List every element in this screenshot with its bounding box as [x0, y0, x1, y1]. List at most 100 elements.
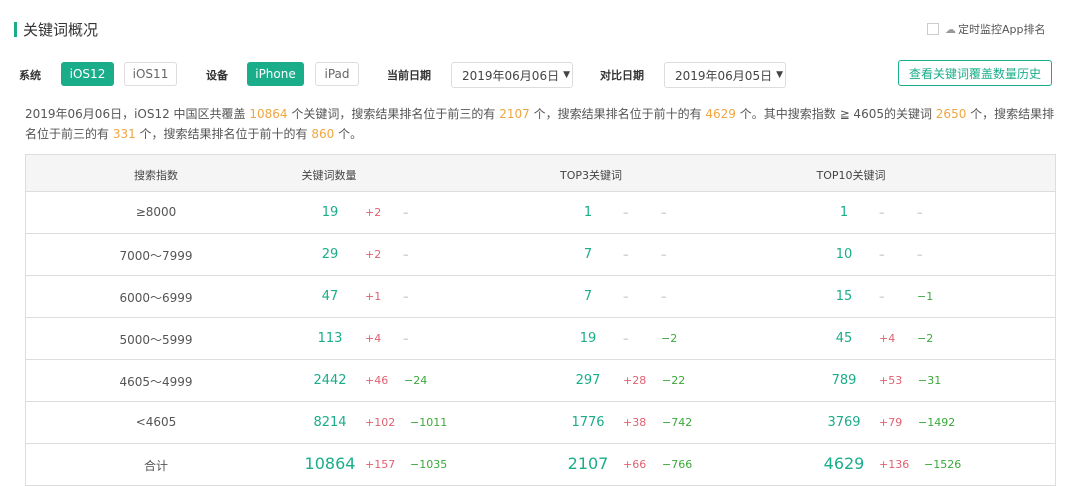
compare-date-value: 2019年06月05日	[675, 68, 773, 83]
top10-decrease: –	[917, 248, 923, 261]
top3-increase: –	[623, 206, 629, 219]
system-label: 系统	[19, 69, 41, 82]
top3-value: 19	[579, 331, 597, 346]
kw-increase: +102	[365, 416, 396, 429]
system-ios12-button[interactable]: iOS12	[61, 62, 114, 86]
table-row: 7000～7999 29 +2 – 7 – – 10 – –	[26, 234, 1055, 276]
table-row: 4605～4999 2442 +46 −24 297 +28 −22 789 +53 −31	[26, 360, 1055, 402]
kw-value: 19	[321, 205, 339, 220]
compare-date-select[interactable]: 2019年06月05日 ▼	[664, 62, 786, 88]
col-top10: TOP10关键词	[816, 169, 886, 182]
top10-decrease: −1526	[924, 458, 962, 471]
top3-value: 1	[583, 205, 593, 220]
top10-increase: +136	[879, 458, 910, 471]
kw-increase: +157	[365, 458, 396, 471]
current-date-label: 当前日期	[387, 69, 431, 82]
top10-value: 789	[831, 373, 857, 388]
kw-value: 113	[317, 331, 343, 346]
search-index-range: 4605～4999	[119, 375, 193, 389]
system-ios11-button[interactable]: iOS11	[124, 62, 177, 86]
top3-value: 1776	[571, 415, 605, 430]
monitor-toggle[interactable]: ☁ 定时监控App排名	[927, 21, 1046, 37]
table-row: ≥8000 19 +2 – 1 – – 1 – –	[26, 192, 1055, 234]
kw-decrease: –	[403, 290, 409, 303]
top10-increase: –	[879, 248, 885, 261]
kw-value: 47	[321, 289, 339, 304]
search-index-range: 6000～6999	[119, 291, 193, 305]
top3-decrease: –	[661, 248, 667, 261]
top3-value: 7	[583, 247, 593, 262]
kw-decrease: –	[403, 206, 409, 219]
top3-decrease: −22	[662, 374, 686, 387]
caret-down-icon: ▼	[563, 70, 571, 80]
top10-decrease: −31	[918, 374, 942, 387]
monitor-label: 定时监控App排名	[958, 23, 1046, 36]
title-accent-bar	[14, 22, 17, 37]
caret-down-icon: ▼	[776, 70, 784, 80]
summary-text: 2019年06月06日，iOS12 中国区共覆盖 10864 个关键词，搜索结果…	[25, 107, 1055, 141]
table-header: 搜索指数 关键词数量 TOP3关键词 TOP10关键词	[26, 155, 1055, 192]
kw-value: 10864	[304, 454, 356, 473]
top3-decrease: −766	[662, 458, 693, 471]
kw-value: 29	[321, 247, 339, 262]
top10-decrease: −2	[917, 332, 934, 345]
top3-increase: –	[623, 332, 629, 345]
col-search-index: 搜索指数	[134, 169, 178, 182]
current-date-value: 2019年06月06日	[462, 68, 560, 83]
kw-increase: +2	[365, 206, 382, 219]
top3-decrease: −2	[661, 332, 678, 345]
top3-increase: +38	[623, 416, 647, 429]
kw-increase: +4	[365, 332, 382, 345]
top3-decrease: –	[661, 206, 667, 219]
search-index-range: 7000～7999	[119, 249, 193, 263]
top10-increase: –	[879, 290, 885, 303]
top10-increase: –	[879, 206, 885, 219]
kw-decrease: −1035	[410, 458, 448, 471]
top10-value: 3769	[827, 415, 861, 430]
top10-increase: +4	[879, 332, 896, 345]
table-row: 合计 10864 +157 −1035 2107 +66 −766 4629 +136 −1526	[26, 444, 1055, 486]
top10-decrease: −1492	[918, 416, 956, 429]
top3-value: 2107	[567, 454, 609, 473]
top3-decrease: –	[661, 290, 667, 303]
kw-decrease: −24	[404, 374, 428, 387]
kw-increase: +46	[365, 374, 389, 387]
top3-value: 7	[583, 289, 593, 304]
top10-value: 10	[835, 247, 853, 262]
top3-increase: +28	[623, 374, 647, 387]
kw-increase: +2	[365, 248, 382, 261]
top3-increase: –	[623, 248, 629, 261]
kw-decrease: –	[403, 248, 409, 261]
top3-value: 297	[575, 373, 601, 388]
wechat-icon: ☁	[945, 22, 956, 36]
table-row: <4605 8214 +102 −1011 1776 +38 −742 3769 +79 −149…	[26, 402, 1055, 444]
top10-increase: +53	[879, 374, 903, 387]
kw-decrease: –	[403, 332, 409, 345]
section-title: 关键词概况	[14, 19, 98, 40]
top3-decrease: −742	[662, 416, 693, 429]
top10-increase: +79	[879, 416, 903, 429]
monitor-checkbox[interactable]	[927, 23, 939, 35]
top10-decrease: –	[917, 206, 923, 219]
kw-increase: +1	[365, 290, 382, 303]
compare-date-label: 对比日期	[600, 69, 644, 82]
col-top3: TOP3关键词	[559, 169, 623, 182]
top10-decrease: −1	[917, 290, 934, 303]
title-text: 关键词概况	[23, 21, 99, 39]
top10-value: 45	[835, 331, 853, 346]
top10-value: 15	[835, 289, 853, 304]
coverage-history-button[interactable]: 查看关键词覆盖数量历史	[898, 60, 1052, 86]
top10-value: 4629	[823, 454, 865, 473]
top10-value: 1	[839, 205, 849, 220]
search-index-range: 合计	[143, 459, 169, 473]
device-iphone-button[interactable]: iPhone	[247, 62, 304, 86]
search-index-range: ≥8000	[135, 205, 177, 219]
device-label: 设备	[206, 69, 228, 82]
search-index-range: <4605	[135, 415, 177, 429]
current-date-select[interactable]: 2019年06月06日 ▼	[451, 62, 573, 88]
device-ipad-button[interactable]: iPad	[315, 62, 359, 86]
table-row: 6000～6999 47 +1 – 7 – – 15 – −1	[26, 276, 1055, 318]
top3-increase: +66	[623, 458, 647, 471]
kw-decrease: −1011	[410, 416, 448, 429]
table-row: 5000～5999 113 +4 – 19 – −2 45 +4 −2	[26, 318, 1055, 360]
